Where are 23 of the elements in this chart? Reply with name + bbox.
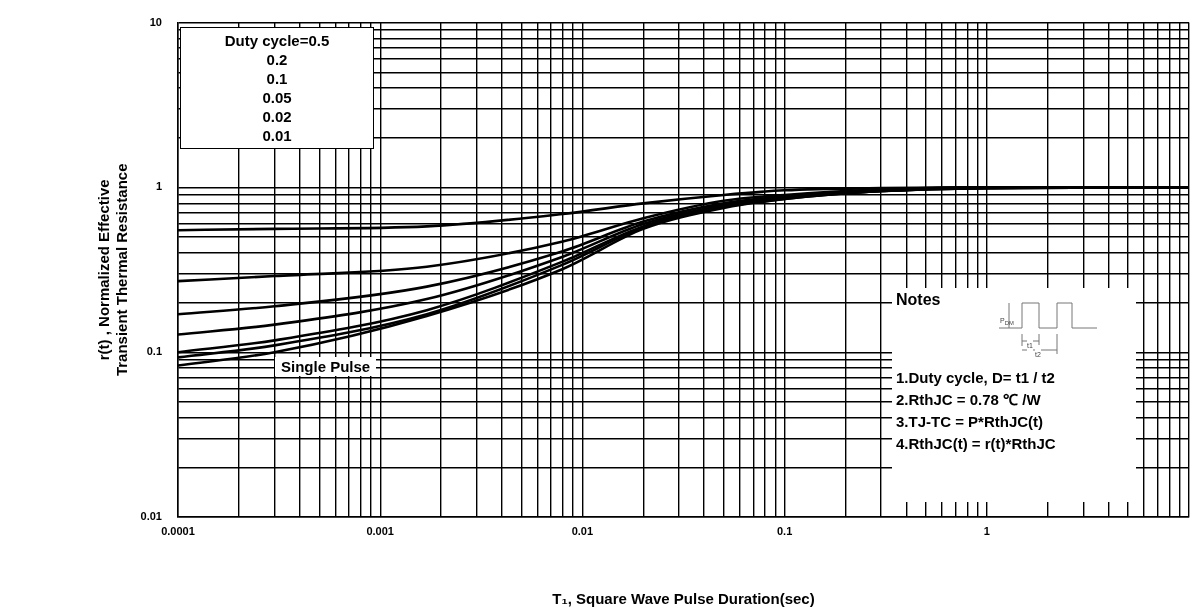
annotation: 0.01 (261, 126, 293, 145)
y-tick-label: 0.01 (140, 510, 162, 523)
x-tick-label: 1 (983, 524, 990, 537)
y-tick-label: 1 (155, 180, 162, 193)
x-axis-title: T₁, Square Wave Pulse Duration(sec) (552, 590, 815, 608)
y-tick-label: 10 (149, 15, 162, 28)
x-tick-label: 0.0001 (161, 524, 195, 537)
annotation: Duty cycle=0.5 (223, 31, 331, 50)
annotation: Notes (896, 290, 942, 310)
y-axis-title: r(t) , Normalized Effective Transient Thermal Resistance (95, 163, 131, 377)
annotation: 0.1 (265, 69, 289, 88)
annotation: 1.Duty cycle, D= t1 / t2 (896, 368, 1056, 388)
annotation: 2.RthJC = 0.78 ℃ /W (896, 390, 1042, 410)
annotation: 0.05 (261, 88, 293, 107)
x-tick-label: 0.001 (366, 524, 394, 537)
x-tick-label: 0.1 (776, 524, 793, 537)
annotation: 0.2 (265, 50, 289, 69)
annotation: Single Pulse (275, 357, 377, 376)
annotation: 0.02 (261, 107, 293, 126)
annotation: 4.RthJC(t) = r(t)*RthJC (896, 434, 1057, 454)
x-tick-label: 0.01 (571, 524, 594, 537)
annotation: 3.TJ-TC = P*RthJC(t) (896, 412, 1045, 432)
y-tick-label: 0.1 (146, 345, 162, 358)
